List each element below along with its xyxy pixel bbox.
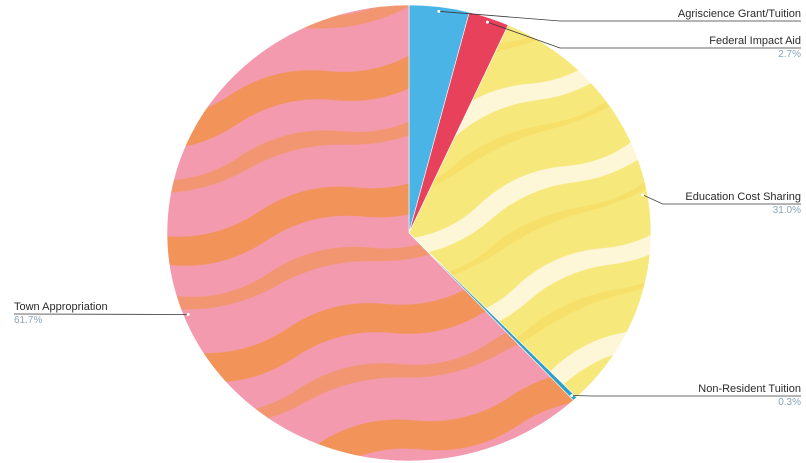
pie-slice-education-cost-sharing [408,24,652,398]
leader-line-federal-impact-aid [487,21,801,49]
slice-label-agriscience-grant-tuition: Agriscience Grant/Tuition [678,8,801,20]
pie-slice-town-appropriation [166,4,574,462]
leader-line-town-appropriation [13,313,189,315]
leader-line-education-cost-sharing [642,194,801,205]
slice-label-education-cost-sharing: Education Cost Sharing [685,191,801,203]
pie-labels: Agriscience Grant/Tuition Federal Impact … [13,8,801,408]
slice-percent-non-resident-tuition: 0.3% [778,397,801,408]
slice-label-federal-impact-aid: Federal Impact Aid [709,35,801,47]
slice-percent-education-cost-sharing: 31.0% [773,205,801,216]
slice-label-town-appropriation: Town Appropriation [14,301,108,313]
leader-dot-agriscience-grant-tuition [437,9,441,13]
leader-dot-town-appropriation [186,313,190,317]
leader-dot-non-resident-tuition [570,394,574,398]
pie-slices [166,4,652,462]
leader-dot-federal-impact-aid [485,20,489,24]
leader-dot-education-cost-sharing [641,193,645,197]
slice-label-non-resident-tuition: Non-Resident Tuition [698,383,801,395]
slice-percent-town-appropriation: 61.7% [14,315,42,326]
leader-line-agriscience-grant-tuition [438,10,801,22]
slice-percent-federal-impact-aid: 2.7% [778,49,801,60]
